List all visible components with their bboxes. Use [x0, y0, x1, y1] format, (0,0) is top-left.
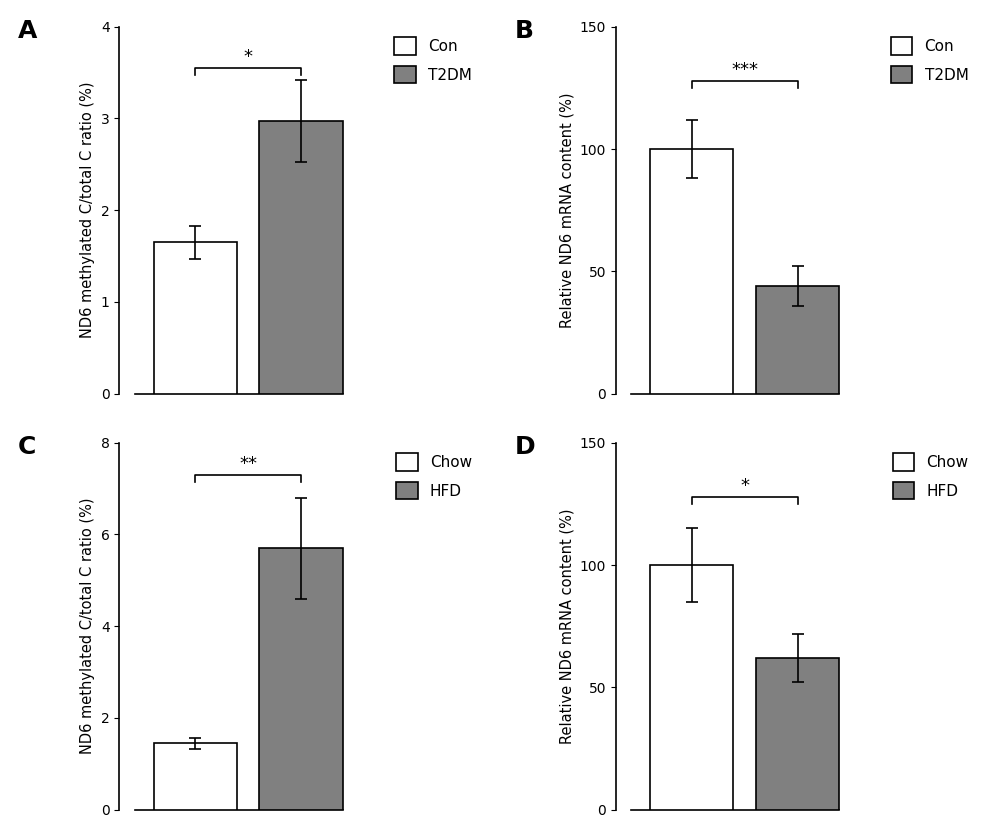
Text: **: **: [239, 455, 257, 473]
Text: *: *: [244, 48, 253, 66]
Y-axis label: ND6 methylated C/total C ratio (%): ND6 methylated C/total C ratio (%): [80, 82, 95, 338]
Text: D: D: [514, 435, 535, 460]
Bar: [259, 121, 343, 393]
Y-axis label: ND6 methylated C/total C ratio (%): ND6 methylated C/total C ratio (%): [80, 498, 95, 754]
Text: C: C: [18, 435, 36, 460]
Text: ***: ***: [731, 60, 758, 79]
Legend: Con, T2DM: Con, T2DM: [391, 34, 475, 86]
Bar: [154, 743, 237, 810]
Text: B: B: [514, 19, 533, 44]
Legend: Chow, HFD: Chow, HFD: [890, 451, 972, 503]
Y-axis label: Relative ND6 mRNA content (%): Relative ND6 mRNA content (%): [559, 92, 574, 328]
Bar: [154, 242, 237, 393]
Y-axis label: Relative ND6 mRNA content (%): Relative ND6 mRNA content (%): [559, 508, 574, 744]
Text: A: A: [18, 19, 37, 44]
Bar: [756, 658, 839, 810]
Bar: [650, 565, 733, 810]
Legend: Chow, HFD: Chow, HFD: [393, 451, 475, 503]
Legend: Con, T2DM: Con, T2DM: [888, 34, 972, 86]
Text: *: *: [740, 477, 749, 495]
Bar: [650, 149, 733, 393]
Bar: [259, 548, 343, 810]
Bar: [756, 286, 839, 393]
